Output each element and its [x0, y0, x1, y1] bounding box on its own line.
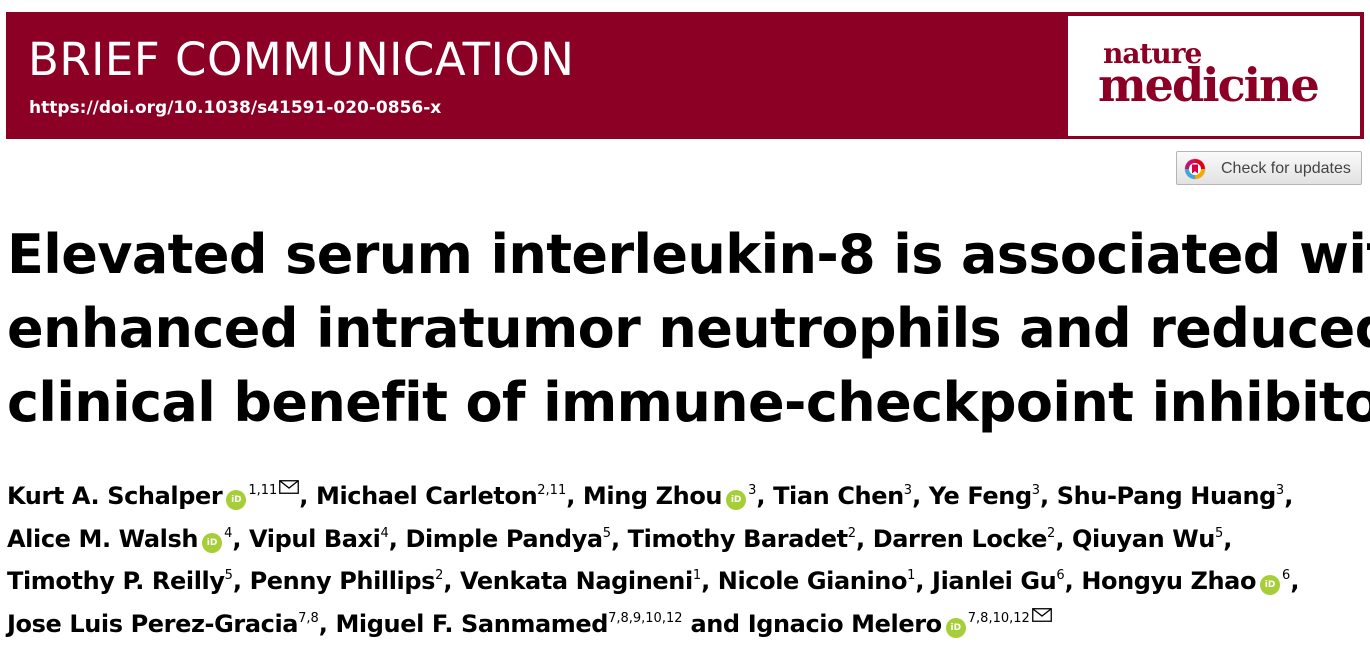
author-name[interactable]: Penny Phillips: [249, 567, 436, 595]
affiliation-superscript: 3: [748, 483, 757, 498]
author-name[interactable]: Jose Luis Perez-Gracia: [7, 609, 299, 638]
author-separator: ,: [912, 482, 929, 510]
affiliation-superscript: 2,11: [537, 483, 567, 498]
affiliation-superscript: 2: [1047, 525, 1056, 541]
article-title-line: Elevated serum interleukin-8 is associat…: [7, 223, 1370, 286]
article-title: Elevated serum interleukin-8 is associat…: [7, 218, 1370, 440]
affiliation-superscript: 5: [1214, 525, 1224, 541]
author-separator: ,: [1284, 482, 1293, 510]
author-separator: ,: [610, 524, 628, 553]
author-separator: ,: [318, 609, 336, 638]
affiliation-superscript: 6: [1056, 568, 1065, 583]
author-line: Jose Luis Perez-Gracia7,8, Miguel F. San…: [7, 603, 1367, 646]
author-separator: and: [682, 609, 748, 638]
orcid-icon[interactable]: iD: [726, 490, 747, 510]
author-line: Alice M. Walsh iD4, Vipul Baxi4, Dimple P…: [7, 518, 1367, 561]
author-name[interactable]: Ye Feng: [928, 482, 1032, 510]
affiliation-superscript: 1: [907, 568, 916, 583]
author-name[interactable]: Jianlei Gu: [932, 567, 1057, 595]
author-name[interactable]: Qiuyan Wu: [1072, 524, 1215, 553]
author-name[interactable]: Miguel F. Sanmamed: [335, 609, 609, 638]
author-name[interactable]: Ignacio Melero: [747, 609, 942, 638]
affiliation-superscript: 7,8,10,12: [967, 610, 1030, 626]
author-name[interactable]: Venkata Nagineni: [460, 567, 693, 595]
author-name[interactable]: Ming Zhou: [582, 482, 723, 510]
author-separator: ,: [299, 482, 316, 510]
author-separator: ,: [1290, 567, 1300, 595]
affiliation-superscript: 1: [692, 568, 702, 583]
author-name[interactable]: Alice M. Walsh: [7, 524, 199, 553]
orcid-icon[interactable]: iD: [945, 617, 966, 638]
affiliation-superscript: 4: [224, 525, 233, 541]
author-separator: ,: [388, 524, 406, 553]
affiliation-superscript: 2: [435, 568, 444, 583]
author-separator: ,: [915, 567, 933, 595]
author-separator: ,: [756, 482, 774, 510]
crossmark-icon: [1184, 158, 1206, 180]
orcid-icon[interactable]: iD: [226, 490, 247, 510]
author-line: Kurt A. Schalper iD1,11, Michael Carleton…: [7, 475, 1367, 518]
journal-logo-medicine: medicine: [1098, 58, 1320, 112]
author-separator: ,: [566, 482, 583, 510]
author-separator: ,: [443, 567, 461, 595]
author-name[interactable]: Nicole Gianino: [717, 567, 908, 595]
affiliation-superscript: 5: [224, 568, 233, 583]
affiliation-superscript: 4: [380, 525, 389, 541]
author-name[interactable]: Vipul Baxi: [249, 524, 381, 553]
orcid-icon[interactable]: iD: [202, 532, 223, 553]
check-for-updates-button[interactable]: Check for updates: [1176, 151, 1362, 185]
orcid-icon[interactable]: iD: [1260, 575, 1281, 595]
article-title-line: enhanced intratumor neutrophils and redu…: [7, 297, 1370, 360]
article-type-banner: BRIEF COMMUNICATION https://doi.org/10.1…: [6, 12, 1364, 139]
affiliation-superscript: 7,8: [298, 610, 319, 626]
envelope-icon[interactable]: [1031, 607, 1052, 622]
author-separator: ,: [701, 567, 718, 595]
article-type-label: BRIEF COMMUNICATION: [28, 33, 575, 86]
affiliation-superscript: 2: [847, 525, 857, 541]
doi-link[interactable]: https://doi.org/10.1038/s41591-020-0856-…: [29, 98, 442, 118]
author-separator: ,: [1055, 524, 1073, 553]
author-separator: ,: [1223, 524, 1232, 553]
author-name[interactable]: Kurt A. Schalper: [7, 482, 223, 510]
author-name[interactable]: Tian Chen: [773, 482, 904, 510]
author-name[interactable]: Timothy P. Reilly: [7, 567, 225, 595]
affiliation-superscript: 1,11: [248, 483, 278, 498]
journal-logo[interactable]: nature medicine: [1068, 16, 1360, 136]
author-name[interactable]: Hongyu Zhao: [1081, 567, 1257, 595]
affiliation-superscript: 7,8,9,10,12: [608, 610, 683, 626]
affiliation-superscript: 3: [1031, 483, 1041, 498]
author-separator: ,: [232, 524, 250, 553]
envelope-icon[interactable]: [279, 480, 300, 494]
affiliation-superscript: 3: [1275, 483, 1285, 498]
author-separator: ,: [1064, 567, 1082, 595]
check-for-updates-label: Check for updates: [1221, 160, 1351, 177]
journal-logo-nature: nature: [1103, 37, 1202, 70]
author-name[interactable]: Darren Locke: [872, 524, 1048, 553]
author-separator: ,: [232, 567, 250, 595]
author-separator: ,: [856, 524, 873, 553]
author-name[interactable]: Dimple Pandya: [405, 524, 603, 553]
author-list: Kurt A. Schalper iD1,11, Michael Carleton…: [7, 475, 1367, 645]
affiliation-superscript: 6: [1282, 568, 1291, 583]
author-separator: ,: [1040, 482, 1057, 510]
author-name[interactable]: Shu-Pang Huang: [1056, 482, 1277, 510]
affiliation-superscript: 3: [903, 483, 913, 498]
author-name[interactable]: Timothy Baradet: [627, 524, 849, 553]
author-name[interactable]: Michael Carleton: [315, 482, 538, 510]
affiliation-superscript: 5: [602, 525, 611, 541]
article-title-line: clinical benefit of immune-checkpoint in…: [7, 371, 1370, 434]
author-line: Timothy P. Reilly5, Penny Phillips2, Ven…: [7, 560, 1367, 603]
